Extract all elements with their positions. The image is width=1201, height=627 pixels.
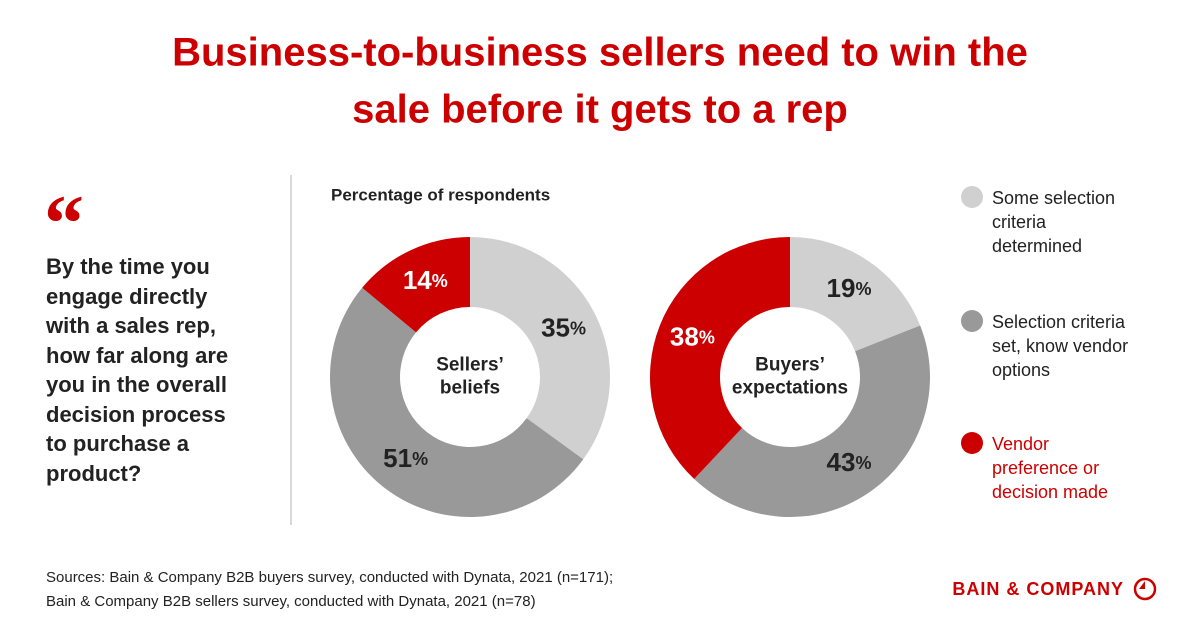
logo-icon — [1133, 577, 1157, 601]
center-label: Sellers’ — [436, 355, 504, 376]
value-label: 51% — [383, 443, 428, 473]
quote-mark: “ — [44, 180, 84, 268]
value-label: 43% — [827, 447, 872, 477]
legend-label: Some selection criteria determined — [992, 188, 1116, 256]
legend-marker — [961, 186, 983, 208]
slice — [470, 237, 610, 460]
slice — [790, 237, 921, 352]
slice — [694, 325, 930, 517]
slice — [362, 237, 470, 333]
slice — [330, 287, 584, 517]
legend-marker — [961, 310, 983, 332]
logo: BAIN & COMPANY — [952, 579, 1124, 599]
question: By the time you engage directly with a s… — [46, 254, 229, 486]
value-label: 14% — [403, 265, 448, 295]
legend-label: Selection criteria set, know vendor opti… — [992, 312, 1129, 380]
center-label: Buyers’ — [755, 355, 825, 376]
slice — [650, 237, 790, 480]
legend-marker — [961, 432, 983, 454]
title-line: sale before it gets to a rep — [352, 88, 848, 132]
value-label: 38% — [670, 321, 715, 351]
value-label: 19% — [827, 273, 872, 303]
value-label: 35% — [541, 312, 586, 342]
legend-label: Vendor preference or decision made — [992, 434, 1109, 502]
source: Bain & Company B2B sellers survey, condu… — [46, 593, 536, 610]
center-label: beliefs — [440, 378, 500, 399]
title-line: Business-to-business sellers need to win… — [172, 31, 1028, 75]
source: Sources: Bain & Company B2B buyers surve… — [46, 569, 613, 586]
subtitle: Percentage of respondents — [331, 185, 550, 204]
center-label: expectations — [732, 378, 848, 399]
